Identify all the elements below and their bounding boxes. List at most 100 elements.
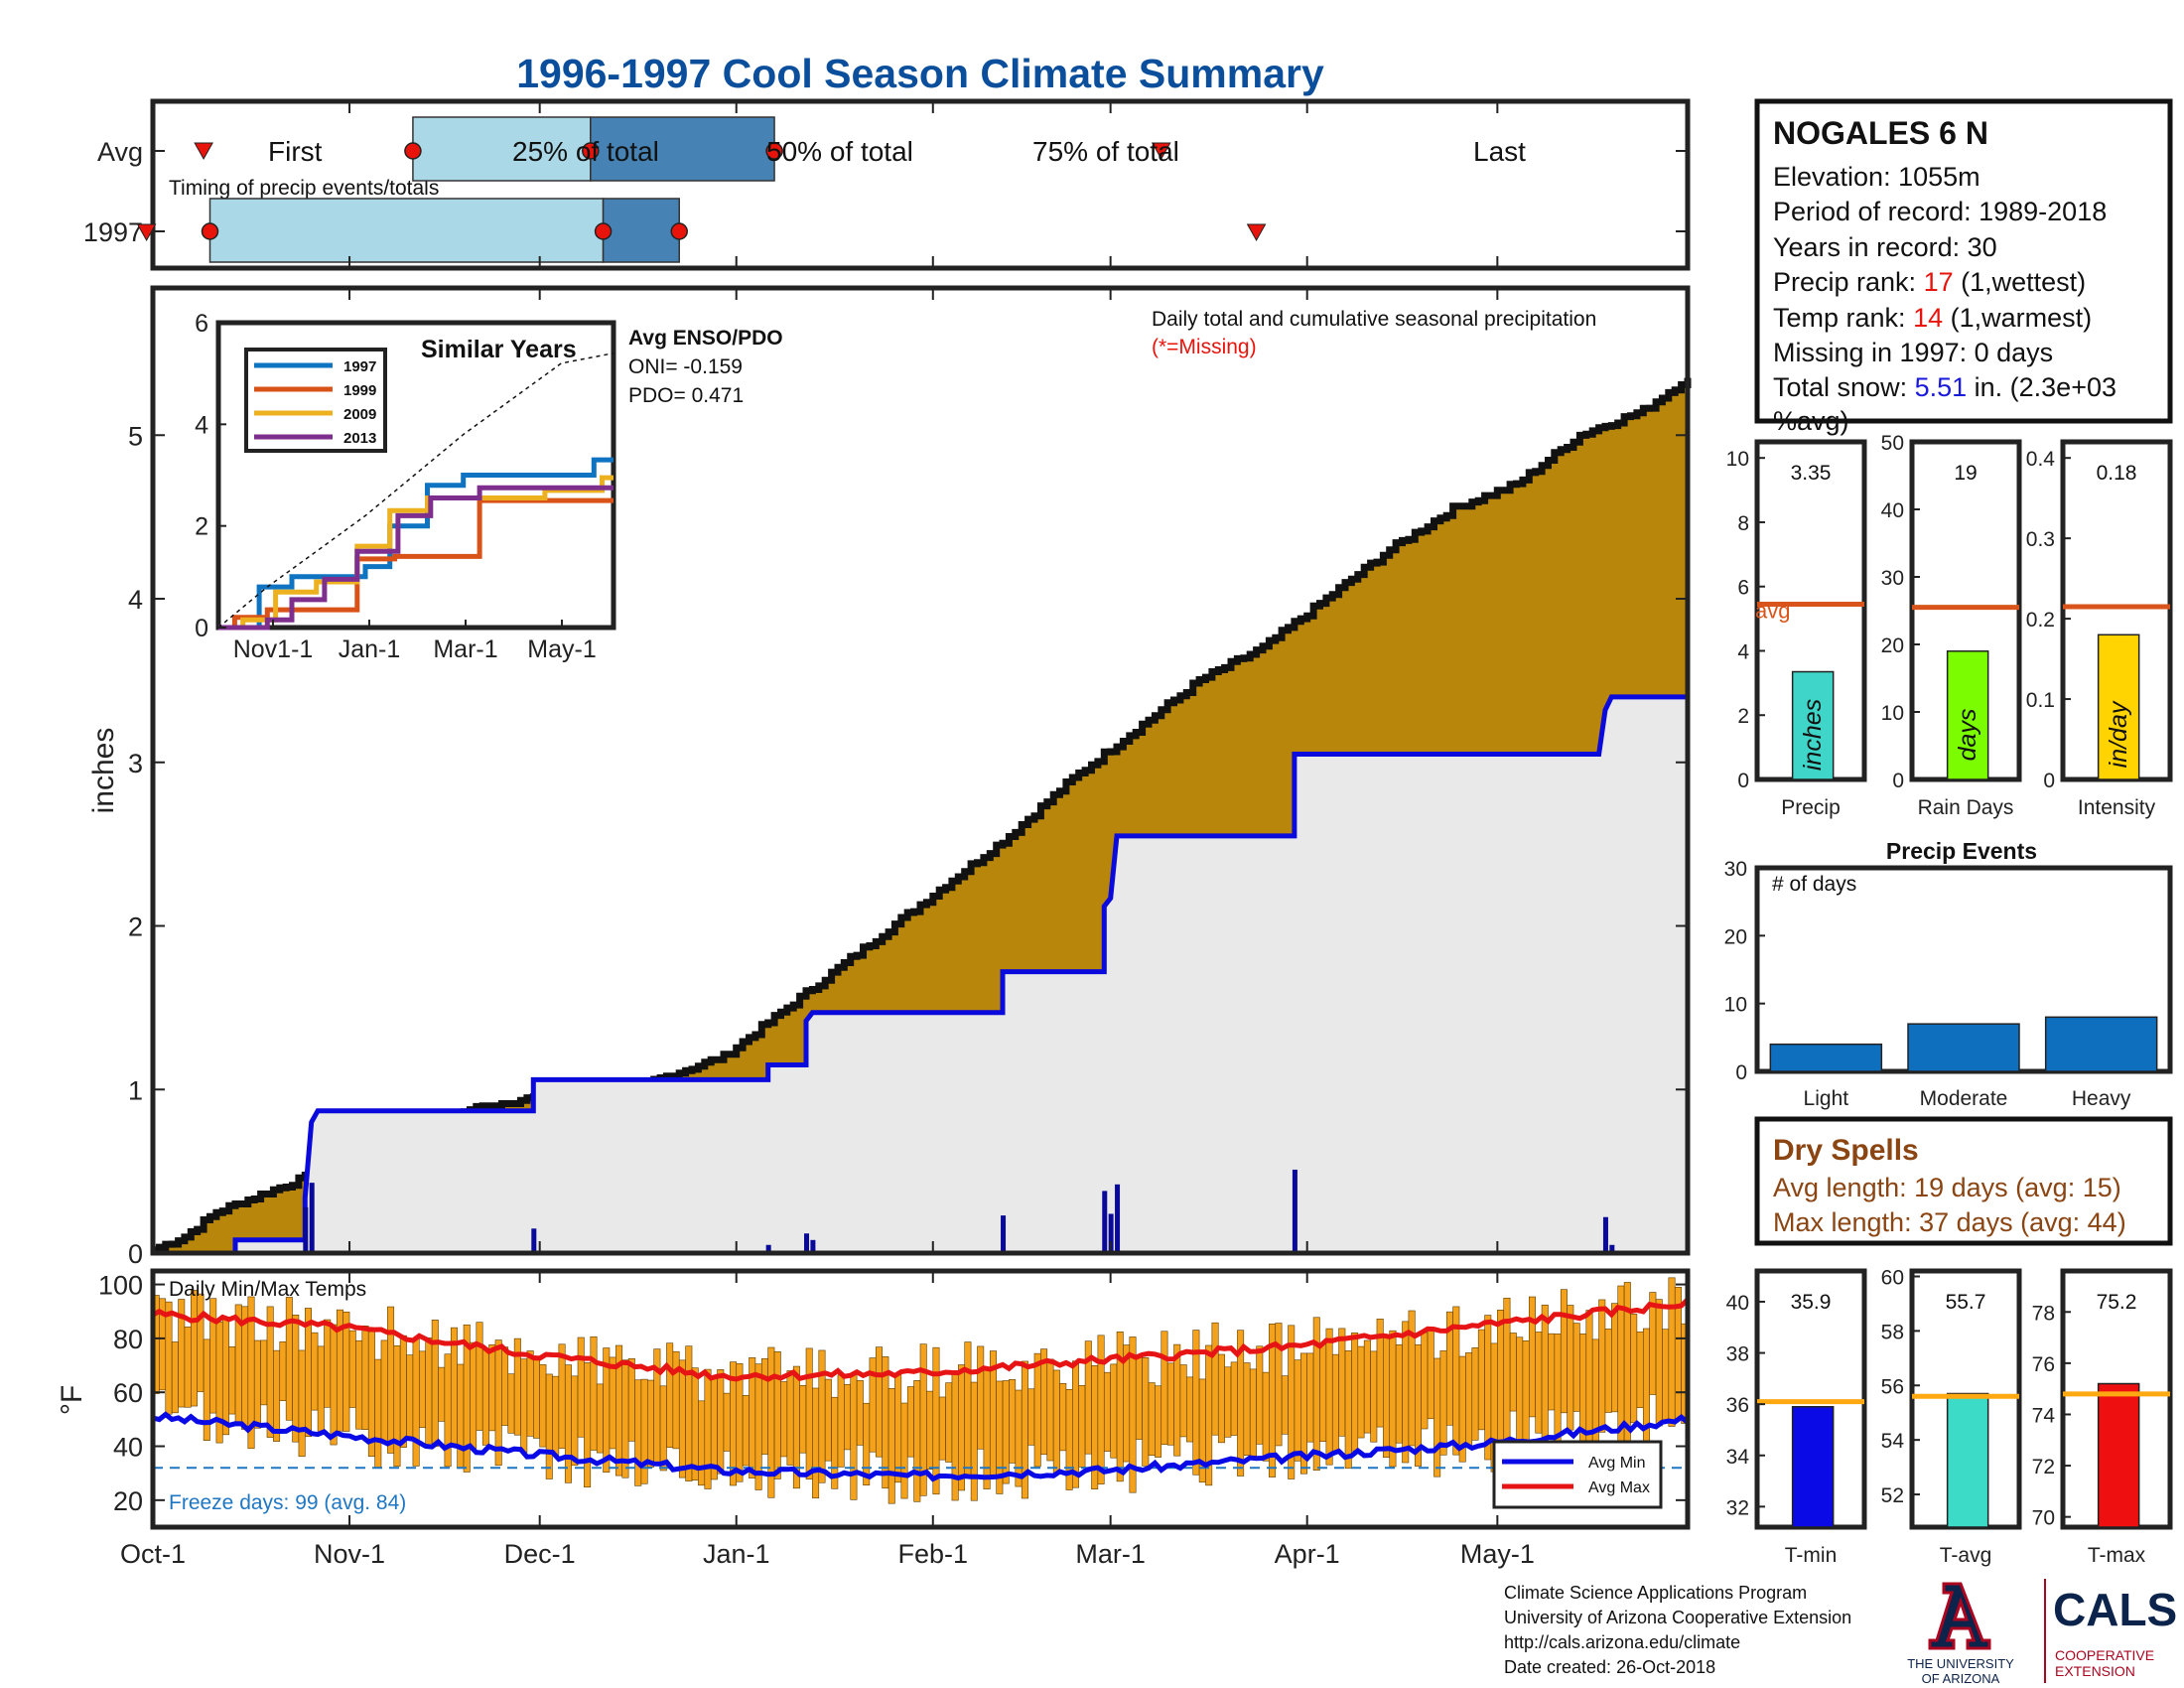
main-panel-frame — [150, 285, 1691, 1256]
daily-temp-bar-63 — [552, 1375, 560, 1456]
intensity-value-label: 0.18 — [2097, 462, 2137, 485]
daily-precip-bar-4 — [804, 1233, 810, 1253]
temp-caption: Daily Min/Max Temps — [169, 1278, 366, 1301]
daily-precip-bar-8 — [1108, 1213, 1114, 1253]
tmin-chart: 35.9 32 34 36 38 40 T-min — [1726, 1268, 1867, 1567]
daily-temp-bar-218 — [1535, 1332, 1543, 1434]
temp-ytick-label-2: 60 — [113, 1378, 143, 1408]
main-y-axis: 0 1 2 3 4 5 — [128, 421, 1688, 1269]
timing-marks — [136, 116, 1688, 263]
inset-legend-label-1: 1999 — [343, 382, 376, 399]
daily-temp-bar-96 — [760, 1357, 768, 1455]
temp-panel-frame — [150, 1268, 1691, 1530]
precip-rank-suffix: (1,wettest) — [1954, 267, 2087, 297]
temperature-panel: 20 40 60 80 100 °F Daily Min/Max Temps Freez… — [56, 1268, 1691, 1530]
daily-precip-bar-9 — [1115, 1184, 1121, 1253]
footer-line2: University of Arizona Cooperative Extens… — [1504, 1608, 1851, 1627]
daily-temp-bar-167 — [1211, 1322, 1219, 1436]
daily-temp-bar-21 — [285, 1297, 293, 1421]
daily-temp-bar-151 — [1110, 1363, 1118, 1459]
daily-temp-bar-114 — [875, 1346, 883, 1458]
timing-label-p25: 25% of total — [512, 136, 659, 167]
station-info-frame — [1754, 98, 2173, 424]
station-period: Period of record: 1989-2018 — [1773, 197, 2107, 226]
daily-precip-bar-12 — [1609, 1244, 1615, 1253]
tavg-bar — [1946, 1392, 1989, 1528]
tmin-ytick-label-3: 38 — [1726, 1343, 1749, 1366]
daily-temp-bar-122 — [926, 1390, 934, 1470]
x-tick-label-3: Jan-1 — [703, 1539, 770, 1569]
daily-temp-bar-150 — [1103, 1371, 1111, 1452]
avg-p50-marker — [582, 142, 600, 160]
y1997-50-75-span — [602, 198, 680, 263]
daily-temp-bar-85 — [691, 1367, 699, 1481]
main-ytick-label-4: 4 — [128, 585, 143, 615]
daily-temp-bar-227 — [1591, 1338, 1599, 1442]
page-title: 1996-1997 Cool Season Climate Summary — [516, 51, 1324, 96]
intensity-ytick-label-3: 0.3 — [2026, 528, 2055, 551]
daily-temp-bar-212 — [1497, 1310, 1505, 1458]
footer-line3: http://cals.arizona.edu/climate — [1504, 1632, 1740, 1652]
daily-temp-bar-156 — [1142, 1356, 1150, 1467]
inset-xtick-label-1: Jan-1 — [339, 635, 401, 663]
tavg-ytick-label-3: 58 — [1881, 1321, 1904, 1343]
temp-legend: Avg Min Avg Max — [1492, 1440, 1663, 1509]
inset-ytick-label-1: 2 — [195, 513, 208, 541]
avg-first-marker — [194, 142, 213, 161]
daily-temp-bar-89 — [717, 1369, 725, 1475]
daily-temp-bar-93 — [742, 1395, 750, 1467]
daily-temp-bar-238 — [1662, 1329, 1670, 1421]
main-missing-note: (*=Missing) — [1152, 336, 1257, 358]
ua-a-icon — [1928, 1582, 1991, 1650]
daily-temp-bar-98 — [773, 1351, 781, 1479]
tmax-value-label: 75.2 — [2097, 1291, 2137, 1314]
main-ytick-label-5: 5 — [128, 421, 143, 451]
raindays-value-label: 19 — [1954, 462, 1977, 485]
daily-temp-bar-27 — [324, 1319, 332, 1408]
daily-temp-bar-111 — [856, 1380, 864, 1446]
daily-temp-bar-10 — [215, 1322, 223, 1444]
season-temp-bars: 35.9 32 34 36 38 40 T-min 55.7 52 54 56 58 60 T-avg 75… — [1726, 1266, 2173, 1567]
daily-precip-bar-7 — [1102, 1191, 1108, 1253]
main-ytick-label-0: 0 — [128, 1239, 143, 1269]
precip-ytick-label-2: 4 — [1737, 640, 1749, 663]
daily-temp-bar-108 — [837, 1374, 845, 1468]
daily-temp-bar-214 — [1509, 1333, 1517, 1412]
daily-temp-bar-224 — [1572, 1323, 1580, 1412]
daily-temp-bar-174 — [1256, 1345, 1264, 1445]
daily-temp-bar-17 — [260, 1339, 268, 1406]
inset-title: Similar Years — [421, 336, 577, 363]
precip-rank-label: Precip rank: — [1773, 267, 1924, 297]
raindays-bar — [1946, 650, 1989, 780]
daily-temp-bar-23 — [298, 1349, 306, 1458]
station-name: NOGALES 6 N — [1773, 115, 1988, 151]
temp-ytick-label-1: 40 — [113, 1433, 143, 1463]
daily-temp-bar-8 — [203, 1338, 210, 1441]
daily-temp-bar-37 — [387, 1306, 395, 1454]
daily-temp-bar-109 — [844, 1383, 852, 1451]
daily-temp-bar-78 — [646, 1379, 654, 1468]
freeze-days: Freeze days: 99 (avg. 84) — [169, 1491, 406, 1514]
daily-temp-bar-175 — [1262, 1371, 1270, 1462]
daily-temp-bar-169 — [1224, 1366, 1232, 1438]
daily-temp-bar-32 — [355, 1339, 363, 1430]
daily-temp-bar-237 — [1655, 1299, 1663, 1427]
avg-max-line — [151, 1297, 1690, 1382]
inset-series-avg — [217, 352, 614, 629]
station-info-box: NOGALES 6 N Elevation: 1055m Period of r… — [1754, 98, 2173, 436]
main-ytick-label-3: 3 — [128, 749, 143, 778]
daily-temp-bar-82 — [672, 1350, 680, 1450]
daily-temp-bar-86 — [698, 1400, 706, 1486]
x-tick-label-7: May-1 — [1460, 1539, 1535, 1569]
events-ytick-label-0: 0 — [1735, 1061, 1747, 1084]
events-ytick-label-1: 10 — [1724, 994, 1747, 1017]
daily-temp-bar-190 — [1357, 1345, 1365, 1439]
tmax-ytick-label-3: 76 — [2032, 1353, 2055, 1376]
daily-temp-bar-131 — [983, 1367, 991, 1489]
daily-temp-bar-76 — [634, 1379, 642, 1486]
avg-p25-marker — [404, 142, 422, 160]
tmax-ytick-label-4: 78 — [2032, 1302, 2055, 1325]
timing-label-p75: 75% of total — [1032, 136, 1179, 167]
precip-ytick-label-1: 2 — [1737, 705, 1749, 728]
